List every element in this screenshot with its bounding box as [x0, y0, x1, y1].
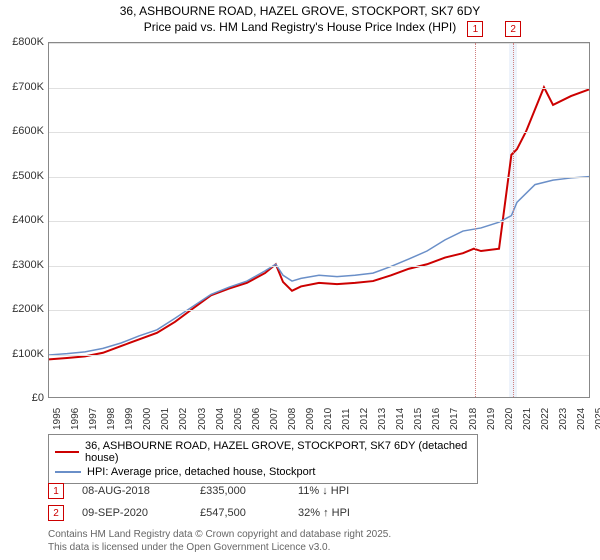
annotation-date: 09-SEP-2020 — [82, 507, 182, 519]
x-axis-label: 1997 — [88, 408, 99, 430]
x-axis-label: 1999 — [124, 408, 135, 430]
legend-item: 36, ASHBOURNE ROAD, HAZEL GROVE, STOCKPO… — [55, 439, 471, 465]
x-axis-label: 2017 — [449, 408, 460, 430]
x-axis-label: 2007 — [269, 408, 280, 430]
annotation-price: £547,500 — [200, 507, 280, 519]
x-axis-label: 2019 — [486, 408, 497, 430]
x-axis-label: 2021 — [522, 408, 533, 430]
y-axis-label: £400K — [12, 214, 44, 226]
annotation-flag: 2 — [48, 505, 64, 521]
annotation-row: 1 08-AUG-2018 £335,000 11% ↓ HPI — [48, 480, 398, 502]
x-axis-label: 1996 — [70, 408, 81, 430]
gridline-h — [49, 88, 589, 89]
y-axis-label: £300K — [12, 259, 44, 271]
y-axis-label: £800K — [12, 36, 44, 48]
x-axis-label: 2010 — [323, 408, 334, 430]
annotation-date: 08-AUG-2018 — [82, 485, 182, 497]
gridline-h — [49, 221, 589, 222]
x-axis-label: 2025 — [594, 408, 600, 430]
chart-svg — [49, 43, 589, 397]
chart-title-line1: 36, ASHBOURNE ROAD, HAZEL GROVE, STOCKPO… — [0, 0, 600, 20]
x-axis-label: 2022 — [540, 408, 551, 430]
y-axis-label: £500K — [12, 170, 44, 182]
x-axis-label: 2018 — [468, 408, 479, 430]
marker-flag: 2 — [505, 21, 521, 37]
gridline-h — [49, 355, 589, 356]
plot-area: 12 — [48, 42, 590, 398]
y-axis-label: £0 — [32, 392, 44, 404]
x-axis-label: 2003 — [197, 408, 208, 430]
annotation-flag: 1 — [48, 483, 64, 499]
legend-swatch — [55, 471, 81, 473]
footer-line1: Contains HM Land Registry data © Crown c… — [48, 528, 391, 541]
x-axis-label: 2020 — [504, 408, 515, 430]
x-axis-label: 2016 — [431, 408, 442, 430]
chart-container: 36, ASHBOURNE ROAD, HAZEL GROVE, STOCKPO… — [0, 0, 600, 560]
x-axis-label: 2000 — [142, 408, 153, 430]
y-axis-label: £100K — [12, 348, 44, 360]
x-axis-label: 2008 — [287, 408, 298, 430]
footer-line2: This data is licensed under the Open Gov… — [48, 541, 391, 554]
gridline-h — [49, 43, 589, 44]
marker-line — [513, 43, 514, 397]
annotation-table: 1 08-AUG-2018 £335,000 11% ↓ HPI 2 09-SEP-202… — [48, 480, 398, 524]
x-axis-label: 2009 — [305, 408, 316, 430]
annotation-relhpi: 11% ↓ HPI — [298, 485, 398, 497]
x-axis-label: 2023 — [558, 408, 569, 430]
annotation-relhpi: 32% ↑ HPI — [298, 507, 398, 519]
x-axis-label: 2013 — [377, 408, 388, 430]
x-axis-label: 2015 — [413, 408, 424, 430]
x-axis-label: 2005 — [233, 408, 244, 430]
y-axis-label: £600K — [12, 125, 44, 137]
series-price_paid — [49, 87, 589, 359]
x-axis-label: 2012 — [359, 408, 370, 430]
x-axis-label: 1995 — [52, 408, 63, 430]
annotation-row: 2 09-SEP-2020 £547,500 32% ↑ HPI — [48, 502, 398, 524]
y-axis-label: £700K — [12, 81, 44, 93]
legend-item: HPI: Average price, detached house, Stoc… — [55, 465, 471, 479]
annotation-price: £335,000 — [200, 485, 280, 497]
legend-label: 36, ASHBOURNE ROAD, HAZEL GROVE, STOCKPO… — [85, 440, 471, 464]
x-axis-label: 2001 — [160, 408, 171, 430]
legend: 36, ASHBOURNE ROAD, HAZEL GROVE, STOCKPO… — [48, 434, 478, 484]
legend-swatch — [55, 451, 79, 453]
marker-line — [475, 43, 476, 397]
footer-attribution: Contains HM Land Registry data © Crown c… — [48, 528, 391, 554]
x-axis-label: 2024 — [576, 408, 587, 430]
marker-flag: 1 — [467, 21, 483, 37]
x-axis-label: 2014 — [395, 408, 406, 430]
x-axis-label: 1998 — [106, 408, 117, 430]
legend-label: HPI: Average price, detached house, Stoc… — [87, 466, 316, 478]
gridline-h — [49, 266, 589, 267]
gridline-h — [49, 177, 589, 178]
x-axis-label: 2002 — [178, 408, 189, 430]
x-axis-label: 2004 — [215, 408, 226, 430]
x-axis-label: 2011 — [341, 408, 352, 430]
x-axis-label: 2006 — [251, 408, 262, 430]
gridline-h — [49, 132, 589, 133]
gridline-h — [49, 310, 589, 311]
y-axis-label: £200K — [12, 303, 44, 315]
